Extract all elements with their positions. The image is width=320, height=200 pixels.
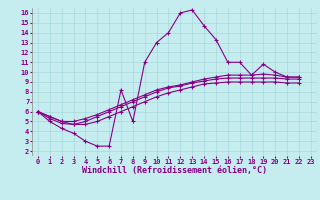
X-axis label: Windchill (Refroidissement éolien,°C): Windchill (Refroidissement éolien,°C) [82, 166, 267, 175]
